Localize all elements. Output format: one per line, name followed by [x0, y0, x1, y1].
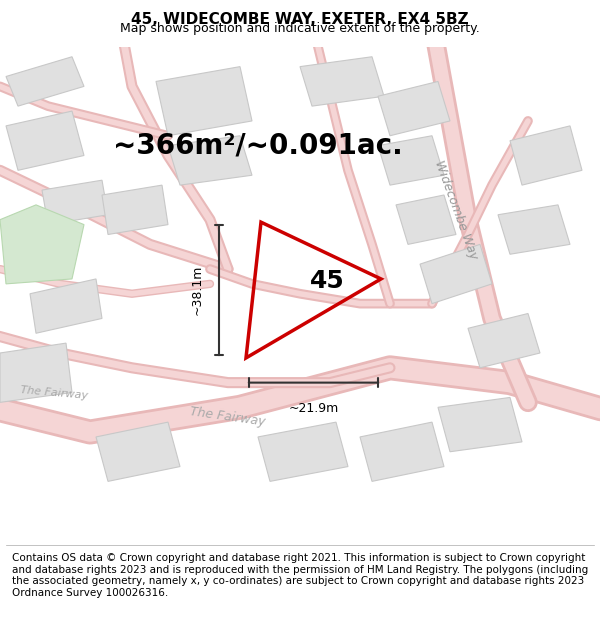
Text: 45, WIDECOMBE WAY, EXETER, EX4 5BZ: 45, WIDECOMBE WAY, EXETER, EX4 5BZ — [131, 12, 469, 27]
Text: The Fairway: The Fairway — [20, 384, 88, 401]
Polygon shape — [420, 244, 492, 304]
Text: ~21.9m: ~21.9m — [289, 402, 338, 416]
Polygon shape — [168, 136, 252, 185]
Text: Widecombe Way: Widecombe Way — [432, 159, 480, 261]
Polygon shape — [510, 126, 582, 185]
Polygon shape — [42, 180, 108, 224]
Polygon shape — [30, 279, 102, 333]
Polygon shape — [0, 343, 72, 402]
Polygon shape — [0, 205, 84, 284]
Polygon shape — [6, 57, 84, 106]
Polygon shape — [96, 422, 180, 481]
Text: Contains OS data © Crown copyright and database right 2021. This information is : Contains OS data © Crown copyright and d… — [12, 553, 588, 598]
Polygon shape — [378, 81, 450, 136]
Text: The Fairway: The Fairway — [190, 406, 266, 429]
Polygon shape — [438, 398, 522, 452]
Polygon shape — [102, 185, 168, 234]
Text: ~38.1m: ~38.1m — [191, 265, 204, 315]
Polygon shape — [300, 57, 384, 106]
Text: 45: 45 — [310, 269, 344, 293]
Polygon shape — [396, 195, 456, 244]
Text: Map shows position and indicative extent of the property.: Map shows position and indicative extent… — [120, 22, 480, 35]
Text: ~366m²/~0.091ac.: ~366m²/~0.091ac. — [113, 132, 403, 159]
Polygon shape — [360, 422, 444, 481]
Polygon shape — [6, 111, 84, 170]
Polygon shape — [258, 422, 348, 481]
Polygon shape — [156, 67, 252, 136]
Polygon shape — [468, 314, 540, 368]
Polygon shape — [498, 205, 570, 254]
Polygon shape — [378, 136, 444, 185]
